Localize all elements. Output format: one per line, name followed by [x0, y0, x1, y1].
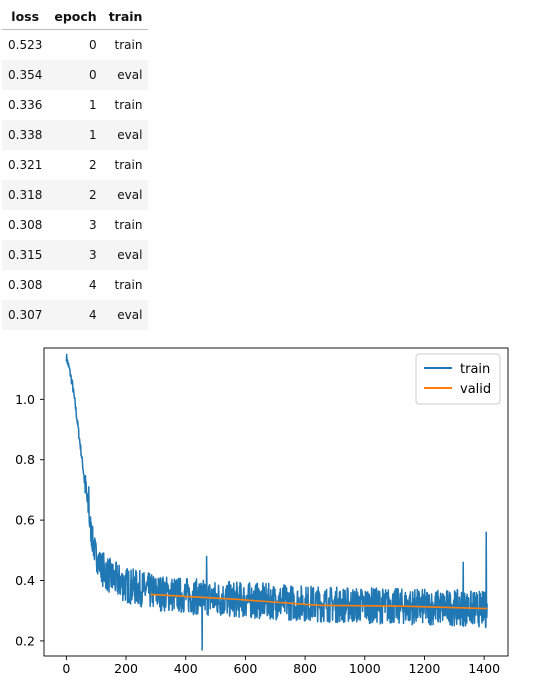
metrics-table: loss epoch train 0.523 0 train 0.354 0 e… — [2, 4, 149, 330]
cell-loss: 0.523 — [8, 38, 43, 52]
cell-train: train — [114, 38, 143, 52]
x-tick-label: 600 — [233, 661, 257, 676]
series-line-valid — [150, 593, 488, 610]
cell-loss: 0.307 — [8, 308, 43, 322]
cell-train: train — [114, 218, 143, 232]
cell-epoch: 4 — [89, 278, 97, 292]
table-row: 0.308 4 train — [2, 270, 149, 300]
cell-loss: 0.354 — [8, 68, 43, 82]
cell-epoch: 3 — [89, 248, 97, 262]
cell-loss: 0.308 — [8, 218, 43, 232]
cell-loss: 0.338 — [8, 128, 43, 142]
y-tick-label: 1.0 — [15, 392, 35, 407]
table-row: 0.336 1 train — [2, 90, 149, 120]
table-row: 0.338 1 eval — [2, 120, 149, 150]
cell-epoch: 4 — [89, 308, 97, 322]
cell-train: eval — [117, 128, 143, 142]
cell-epoch: 1 — [89, 128, 97, 142]
cell-loss: 0.308 — [8, 278, 43, 292]
y-tick-label: 0.4 — [15, 573, 35, 588]
cell-train: train — [114, 98, 143, 112]
x-tick-label: 200 — [114, 661, 138, 676]
cell-epoch: 1 — [89, 98, 97, 112]
x-tick-label: 800 — [293, 661, 317, 676]
legend-label-valid: valid — [460, 382, 491, 397]
cell-loss: 0.315 — [8, 248, 43, 262]
chart-legend: train valid — [415, 353, 501, 405]
cell-epoch: 0 — [89, 38, 97, 52]
cell-train: eval — [117, 188, 143, 202]
x-tick-label: 1200 — [409, 661, 441, 676]
column-header-loss: loss — [2, 4, 49, 30]
table-row: 0.318 2 eval — [2, 180, 149, 210]
cell-train: train — [114, 158, 143, 172]
cell-loss: 0.321 — [8, 158, 43, 172]
column-header-train: train — [102, 4, 149, 30]
column-header-epoch: epoch — [48, 4, 103, 30]
y-tick-label: 0.2 — [15, 633, 35, 648]
cell-epoch: 3 — [89, 218, 97, 232]
cell-train: eval — [117, 308, 143, 322]
table-row: 0.315 3 eval — [2, 240, 149, 270]
loss-chart: 0 200 400 600 800 1000 1200 1400 0.2 0.4 0.6 0.8 1.0… — [15, 347, 509, 676]
table-row: 0.321 2 train — [2, 150, 149, 180]
cell-train: eval — [117, 68, 143, 82]
table-row: 0.308 3 train — [2, 210, 149, 240]
y-tick-label: 0.6 — [15, 513, 35, 528]
x-tick-label: 400 — [174, 661, 198, 676]
legend-label-train: train — [460, 362, 490, 377]
cell-train: train — [114, 278, 143, 292]
cell-epoch: 2 — [89, 188, 97, 202]
table-row: 0.354 0 eval — [2, 60, 149, 90]
x-tick-label: 1400 — [468, 661, 500, 676]
x-tick-label: 1000 — [349, 661, 381, 676]
cell-loss: 0.318 — [8, 188, 43, 202]
cell-loss: 0.336 — [8, 98, 43, 112]
series-line-train — [65, 353, 488, 651]
table-row: 0.307 4 eval — [2, 300, 149, 330]
plot-frame — [43, 347, 509, 657]
table-header-row: loss epoch train — [2, 4, 149, 30]
cell-epoch: 0 — [89, 68, 97, 82]
table-row: 0.523 0 train — [2, 29, 149, 60]
x-tick-label: 0 — [62, 661, 70, 676]
legend-box — [415, 353, 501, 405]
y-tick-label: 0.8 — [15, 452, 35, 467]
cell-train: eval — [117, 248, 143, 262]
cell-epoch: 2 — [89, 158, 97, 172]
